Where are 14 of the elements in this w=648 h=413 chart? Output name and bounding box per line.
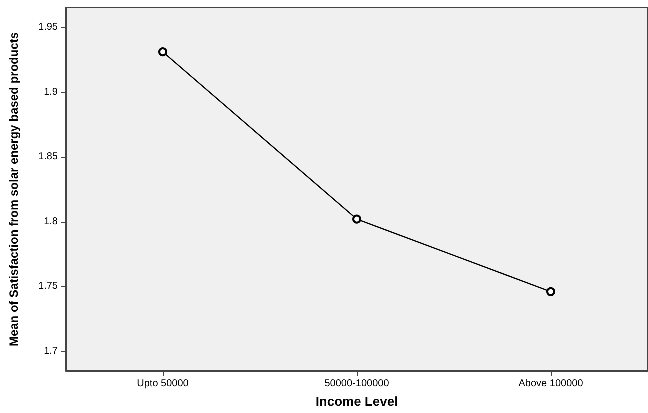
y-tick-label: 1.75 — [38, 281, 58, 292]
y-tick-label: 1.7 — [44, 346, 58, 358]
point — [546, 287, 556, 296]
x-tick-label: Upto 50000 — [137, 378, 190, 390]
y-axis-title: Mean of Satisfaction from solar energy based products — [7, 32, 21, 347]
y-tick-label: 1.85 — [38, 152, 58, 163]
y-tick-label: 1.8 — [44, 216, 58, 228]
point — [352, 214, 362, 224]
y-tick-label: 1.9 — [44, 86, 58, 98]
point — [158, 48, 168, 57]
x-tick-label: 50000-100000 — [324, 378, 390, 390]
y-tick-label: 1.95 — [38, 22, 58, 33]
x-axis-title: Income Level — [316, 394, 398, 409]
x-tick-label: Above 100000 — [518, 378, 584, 390]
